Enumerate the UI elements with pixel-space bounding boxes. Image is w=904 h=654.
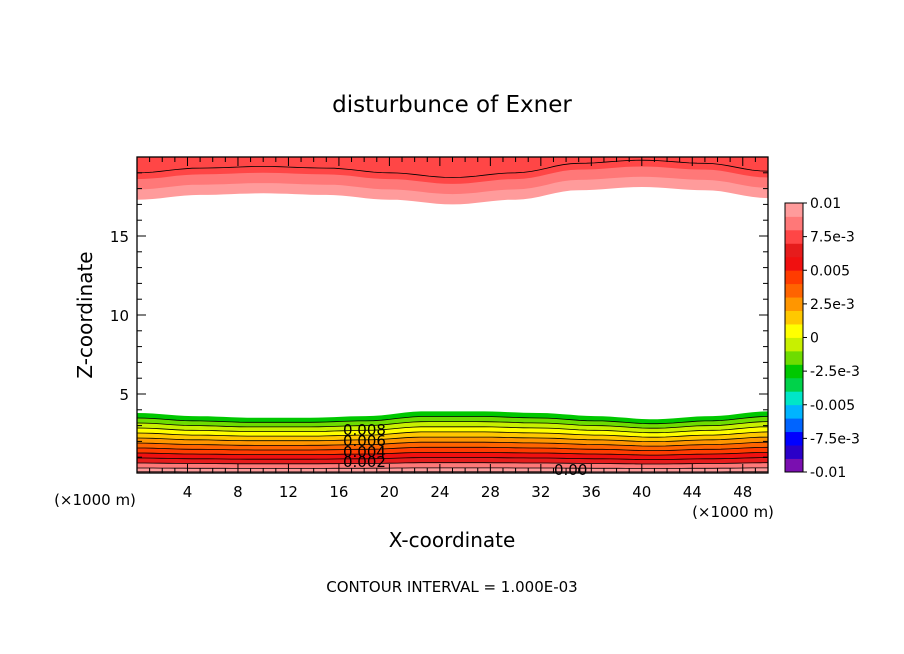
contour-line xyxy=(137,457,768,461)
colorbar-swatch xyxy=(785,458,803,473)
x-unit-label-right: (×1000 m) xyxy=(692,503,774,521)
x-tick-label: 40 xyxy=(632,483,651,501)
colorbar-swatch xyxy=(785,229,803,244)
contour-line xyxy=(137,452,768,456)
y-axis-ticks: 5 10 15 xyxy=(110,172,768,458)
colorbar xyxy=(785,203,803,473)
colorbar-swatch xyxy=(785,270,803,285)
colorbar-swatch xyxy=(785,243,803,258)
contour-line xyxy=(137,436,768,443)
contour-line xyxy=(137,421,768,429)
colorbar-swatch xyxy=(785,337,803,352)
x-axis-label: X-coordinate xyxy=(389,528,516,552)
upper-band-group xyxy=(137,157,768,205)
colorbar-swatch xyxy=(785,297,803,311)
colorbar-swatch xyxy=(785,216,803,231)
colorbar-swatch xyxy=(785,350,803,365)
y-tick-label: 10 xyxy=(110,307,129,325)
x-axis-ticks: 4 8 12 16 20 24 28 32 36 40 44 48 xyxy=(149,157,756,501)
contour-label: 0.002 xyxy=(343,453,386,471)
contour-label: 0.00 xyxy=(554,461,587,479)
colorbar-tick-label: 0 xyxy=(810,331,819,347)
colorbar-tick-label: 2.5e-3 xyxy=(810,297,855,313)
x-tick-label: 12 xyxy=(279,483,298,501)
x-tick-label: 20 xyxy=(380,483,399,501)
x-tick-label: 28 xyxy=(481,483,500,501)
contour-label: 0.008 xyxy=(343,421,386,439)
x-tick-label: 32 xyxy=(531,483,550,501)
colorbar-swatch xyxy=(785,431,803,446)
colorbar-swatch xyxy=(785,310,803,325)
x-tick-label: 36 xyxy=(582,483,601,501)
contour-line xyxy=(137,446,768,452)
colorbar-tick-label: -7.5e-3 xyxy=(810,431,860,447)
colorbar-swatch xyxy=(785,404,803,419)
y-axis-label: Z-coordinate xyxy=(73,251,97,378)
y-tick-label: 5 xyxy=(119,386,129,404)
contour-line xyxy=(137,426,768,434)
x-tick-label: 4 xyxy=(183,483,193,501)
contour-line xyxy=(137,467,768,469)
contour-line xyxy=(137,441,768,447)
colorbar-tick-label: 0.01 xyxy=(810,196,841,212)
colorbar-tick-label: 0.005 xyxy=(810,263,850,279)
colorbar-tick-label: -0.005 xyxy=(810,398,855,414)
colorbar-swatch xyxy=(785,418,803,433)
contour-label: 0.006 xyxy=(343,432,386,450)
x-tick-label: 44 xyxy=(683,483,702,501)
colorbar-swatch xyxy=(785,391,803,406)
x-tick-label: 16 xyxy=(329,483,348,501)
contour-label: 0.004 xyxy=(343,443,386,461)
colorbar-swatch xyxy=(785,364,803,379)
colorbar-tick-label: 7.5e-3 xyxy=(810,230,855,246)
colorbar-swatch xyxy=(785,283,803,298)
colorbar-swatch xyxy=(785,377,803,392)
colorbar-tick-label: -2.5e-3 xyxy=(810,364,860,380)
colorbar-labels: 0.01 7.5e-3 0.005 2.5e-3 0 -2.5e-3 -0.005 -7.5e… xyxy=(803,196,860,481)
contour-line xyxy=(137,431,768,438)
colorbar-swatch xyxy=(785,203,803,217)
chart-title: disturbunce of Exner xyxy=(332,92,572,118)
x-tick-label: 8 xyxy=(233,483,243,501)
colorbar-swatch xyxy=(785,324,803,338)
x-unit-label-left: (×1000 m) xyxy=(54,491,136,509)
y-tick-label: 15 xyxy=(110,228,129,246)
contour-line xyxy=(137,159,768,178)
contour-line xyxy=(137,462,768,465)
plot-area xyxy=(137,157,768,473)
contour-label-group: 0.008 0.006 0.004 0.002 0.00 xyxy=(343,421,587,479)
x-tick-label: 24 xyxy=(430,483,449,501)
upper-band xyxy=(137,157,768,184)
x-tick-label: 48 xyxy=(733,483,752,501)
colorbar-swatch xyxy=(785,256,803,271)
colorbar-tick-label: -0.01 xyxy=(810,465,846,481)
colorbar-swatch xyxy=(785,445,803,459)
contour-line xyxy=(137,416,768,425)
contour-interval-text: CONTOUR INTERVAL = 1.000E-03 xyxy=(326,578,577,596)
lower-band-group xyxy=(137,411,768,473)
